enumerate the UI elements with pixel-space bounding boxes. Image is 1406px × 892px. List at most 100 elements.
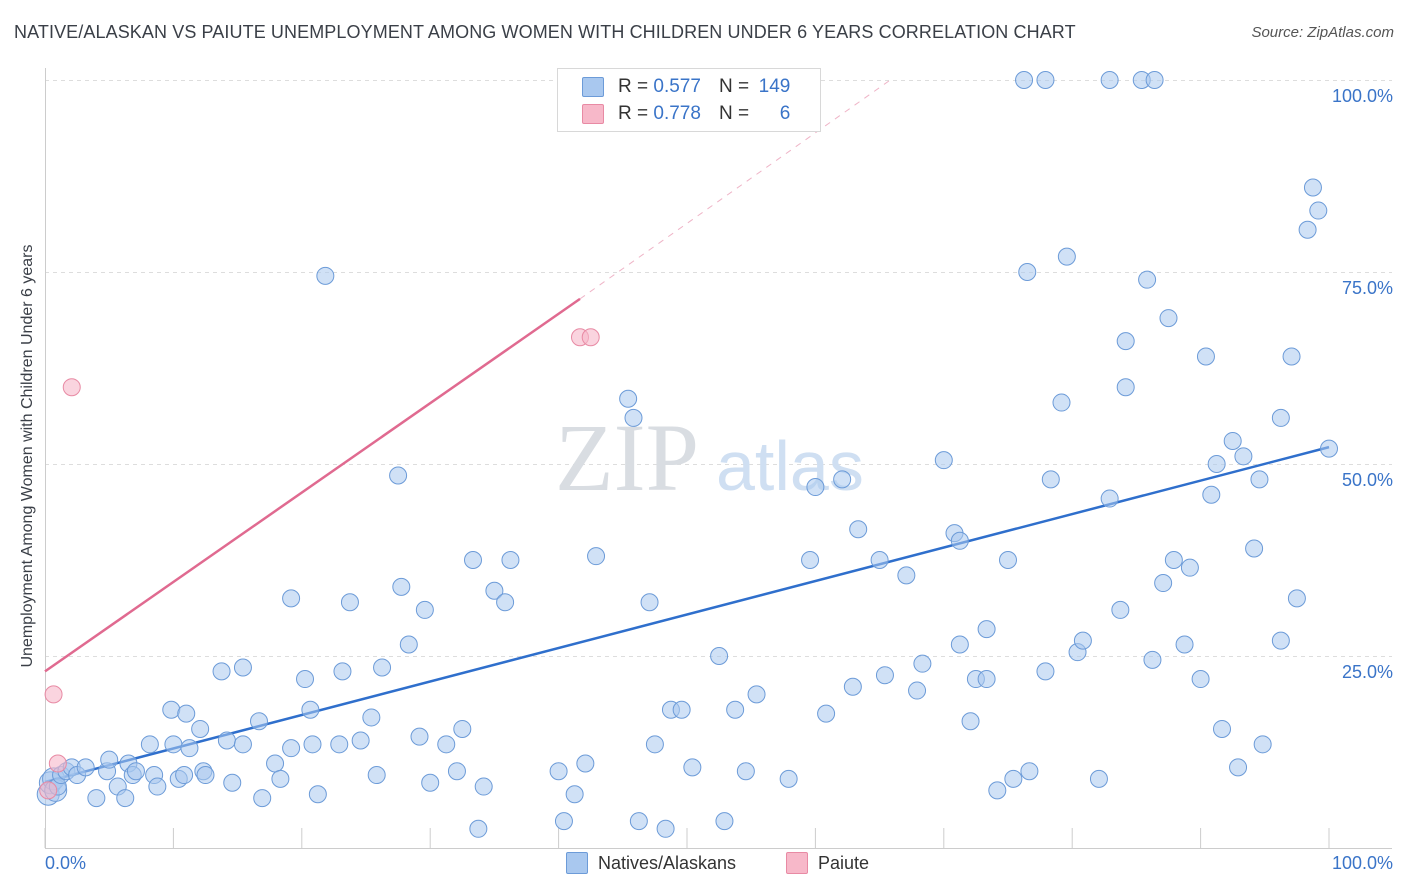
native-point [308,785,327,804]
native-point [1143,650,1162,669]
native-point [367,766,386,785]
native-point [908,681,927,700]
native-point [1020,762,1039,781]
native-point [656,819,675,838]
native-point [421,773,440,792]
native-point [726,700,745,719]
legend-row-native: R = 0.577 N = 149 [582,74,790,100]
native-point [1073,631,1092,650]
y-tick-label: 25.0% [1342,662,1393,682]
native-point [180,739,199,758]
native-point [410,727,429,746]
native-point [303,735,322,754]
native-point [437,735,456,754]
native-point [1229,758,1248,777]
native-point [1202,485,1221,504]
native-points [36,71,1338,838]
x-tick-label: 100.0% [1332,853,1393,873]
native-point [806,478,825,497]
x-tick-label: 0.0% [45,853,86,873]
native-point [672,700,691,719]
paiute-point [62,378,81,397]
native-point [196,766,215,785]
native-point [453,719,472,738]
bottom-legend-paiute[interactable]: Paiute [786,852,869,874]
native-point [1223,431,1242,450]
native-point [1207,455,1226,473]
axes [44,68,1392,849]
y-axis-title: Unemployment Among Women with Children U… [19,244,36,668]
native-point [977,670,996,689]
bottom-legend-paiute-label: Paiute [818,852,870,873]
native-point [392,577,411,596]
chart-title: NATIVE/ALASKAN VS PAIUTE UNEMPLOYMENT AM… [14,22,1076,42]
native-point [282,589,301,608]
paiute-points [39,328,600,800]
native-point [1138,270,1157,289]
native-point [1234,447,1253,466]
native-point [250,712,268,731]
native-point [485,581,504,600]
native-point [164,735,183,754]
native-point [389,466,408,485]
native-point [1250,470,1269,489]
native-point [116,789,135,808]
native-point [587,547,606,566]
native-point [779,769,798,788]
native-point [1213,719,1231,738]
legend-r-value: 0.778 [653,103,701,124]
native-point [148,777,167,796]
paiute-point [39,781,58,800]
native-point [1180,558,1199,577]
native-point [233,735,252,754]
legend-r-label: R = [618,103,649,124]
native-point [271,769,290,788]
paiute-trend-line [44,297,581,673]
native-point [266,754,285,773]
native-point [399,635,418,654]
native-point [1271,631,1290,650]
native-point [501,551,520,569]
native-point [191,719,210,738]
bottom-legend-native-label: Natives/Alaskans [598,852,737,873]
legend-n-value: 6 [779,103,791,124]
native-point [715,812,734,831]
native-point [629,812,648,831]
native-point [496,593,515,612]
native-point [801,551,820,569]
legend-n-label: N = [718,76,750,97]
native-point [619,389,638,408]
native-point [1303,178,1322,197]
native-point [1100,489,1119,508]
native-point [212,662,231,681]
native-point [549,762,568,781]
native-point [1116,332,1135,351]
native-point [253,789,272,808]
native-point [897,566,916,585]
native-point [217,731,236,750]
native-point [177,704,196,723]
native-point [301,700,320,719]
native-point [223,773,242,792]
native-point [175,766,194,785]
native-point [999,551,1017,569]
native-point [162,700,181,719]
paiute-trend-extension [579,79,891,300]
native-point [1298,220,1317,239]
native-point [474,777,493,796]
native-point [1036,71,1055,89]
native-point [333,662,352,681]
native-point [1145,71,1164,89]
native-point [576,754,595,773]
native-point [1116,378,1135,397]
native-point [1052,393,1071,412]
source-label: Source: ZipAtlas.com [1251,24,1394,41]
native-point [464,551,482,569]
bottom-legend-native[interactable]: Natives/Alaskans [566,852,736,874]
native-point [817,704,836,723]
native-point [747,685,766,704]
native-point [1004,769,1023,788]
native-point [126,762,145,781]
legend-n-value: 149 [758,76,791,97]
native-point [233,658,252,677]
